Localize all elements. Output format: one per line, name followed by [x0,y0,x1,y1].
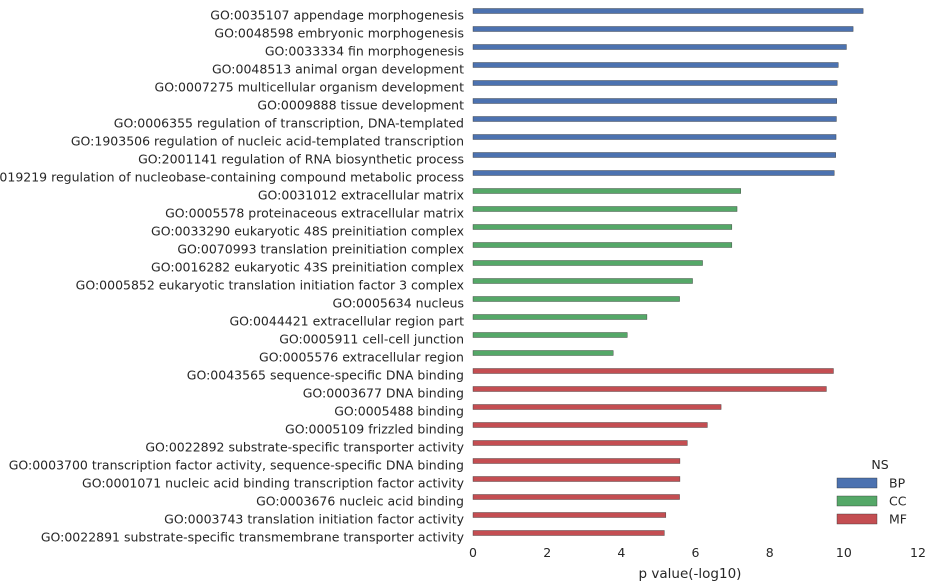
category-label-29: GO:0003743 translation initiation factor… [164,512,464,527]
category-label-28: GO:0003676 nucleic acid binding [256,494,464,509]
bar-22 [472,386,827,392]
x-tick-label-2: 2 [543,545,551,560]
category-label-5: GO:0007275 multicellular organism develo… [155,80,465,95]
bar-15 [472,260,703,266]
category-label-10: GO:0019219 regulation of nucleobase-cont… [0,170,464,185]
bar-10 [472,170,835,176]
category-label-12: GO:0005578 proteinaceous extracellular m… [165,206,464,221]
bar-12 [472,206,738,212]
x-tick-label-5: 8 [766,545,774,560]
bar-18 [472,314,648,320]
x-tick-label-4: 6 [692,545,700,560]
legend-label-cc: CC [889,494,907,509]
category-label-9: GO:2001141 regulation of RNA biosyntheti… [138,152,464,167]
bar-29 [472,512,667,518]
bar-8 [472,134,837,140]
category-label-4: GO:0048513 animal organ development [212,62,464,77]
category-label-24: GO:0005109 frizzled binding [285,422,464,437]
bar-17 [472,296,680,302]
x-tick-label-1: 0 [469,545,477,560]
bar-30 [472,530,665,536]
bar-25 [472,440,688,446]
category-label-14: GO:0070993 translation preinitiation com… [177,242,464,257]
x-tick-label-6: 10 [836,545,852,560]
x-axis-label: p value(-log10) [639,566,742,582]
category-label-8: GO:1903506 regulation of nucleic acid-te… [71,134,464,149]
category-label-3: GO:0033334 fin morphogenesis [265,44,464,59]
bar-26 [472,458,681,464]
bar-20 [472,350,614,356]
category-label-6: GO:0009888 tissue development [257,98,464,113]
bar-1 [472,8,864,14]
bar-7 [472,116,837,122]
category-label-11: GO:0031012 extracellular matrix [258,188,464,203]
legend-swatch-cc [836,495,878,507]
bar-21 [472,368,834,374]
bar-5 [472,80,838,86]
bar-3 [472,44,847,50]
bar-19 [472,332,628,338]
category-label-26: GO:0003700 transcription factor activity… [9,458,464,473]
category-label-20: GO:0005576 extracellular region [259,350,464,365]
legend-swatch-bp [836,477,878,489]
category-label-23: GO:0005488 binding [334,404,464,419]
bars-group [472,8,864,536]
bar-23 [472,404,722,410]
category-label-1: GO:0035107 appendage morphogenesis [210,8,464,23]
category-label-30: GO:0022891 substrate-specific transmembr… [41,530,465,545]
category-label-19: GO:0005911 cell-cell junction [279,332,464,347]
legend-label-bp: BP [889,476,906,491]
bar-16 [472,278,693,284]
bar-11 [472,188,741,194]
bar-4 [472,62,839,68]
category-label-25: GO:0022892 substrate-specific transporte… [145,440,464,455]
x-tick-label-3: 4 [617,545,625,560]
category-label-7: GO:0006355 regulation of transcription, … [114,116,464,131]
category-label-21: GO:0043565 sequence-specific DNA binding [187,368,464,383]
category-label-15: GO:0016282 eukaryotic 43S preinitiation … [151,260,464,275]
legend-swatch-mf [836,513,878,525]
bar-13 [472,224,733,230]
legend: NS BP CC MF [836,457,907,527]
category-label-22: GO:0003677 DNA binding [303,386,464,401]
bar-27 [472,476,681,482]
category-label-13: GO:0033290 eukaryotic 48S preinitiation … [151,224,464,239]
bar-9 [472,152,836,158]
bar-6 [472,98,837,104]
bar-28 [472,494,680,500]
category-labels: GO:0035107 appendage morphogenesis GO:004… [0,8,465,545]
x-tick-label-7: 12 [910,545,926,560]
category-label-17: GO:0005634 nucleus [333,296,464,311]
x-axis-ticks: 0 2 4 6 8 10 12 [469,545,926,560]
category-label-27: GO:0001071 nucleic acid binding transcri… [82,476,465,491]
category-label-16: GO:0005852 eukaryotic translation initia… [76,278,464,293]
bar-2 [472,26,854,32]
bar-24 [472,422,708,428]
bar-14 [472,242,733,248]
category-label-2: GO:0048598 embryonic morphogenesis [214,26,464,41]
category-label-18: GO:0044421 extracellular region part [229,314,464,329]
legend-title: NS [871,457,888,472]
legend-label-mf: MF [889,512,907,527]
